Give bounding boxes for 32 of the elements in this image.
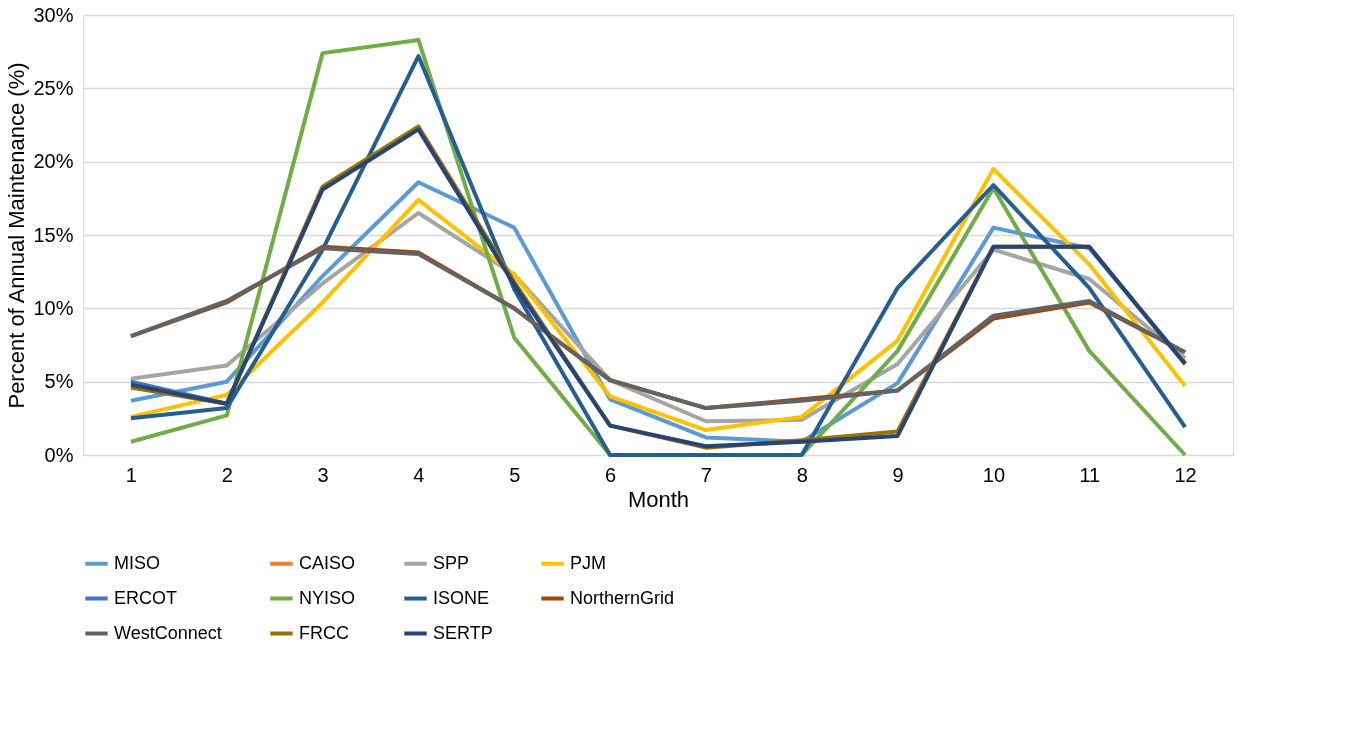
y-tick-label: 20% (33, 150, 74, 173)
x-tick-label: 11 (1079, 463, 1101, 486)
x-tick-label: 12 (1174, 463, 1197, 486)
legend-label: CAISO (299, 552, 356, 573)
x-axis-title: Month (627, 486, 690, 512)
legend-label: FRCC (299, 622, 349, 643)
x-tick-label: 8 (796, 463, 808, 486)
x-tick-label: 9 (892, 463, 904, 486)
legend-label: ISONE (433, 587, 490, 608)
x-tick-label: 10 (982, 463, 1006, 486)
y-tick-label: 15% (33, 223, 74, 246)
y-tick-label: 10% (33, 296, 74, 319)
x-tick-label: 2 (221, 463, 233, 486)
legend-label: PJM (570, 552, 606, 573)
y-tick-label: 5% (44, 370, 74, 393)
legend-label: ERCOT (114, 587, 177, 608)
x-tick-label: 4 (413, 463, 425, 486)
legend-label: SPP (433, 552, 470, 573)
x-tick-label: 6 (605, 463, 617, 486)
legend-label: WestConnect (114, 622, 222, 643)
y-tick-label: 30% (33, 3, 74, 26)
x-tick-label: 1 (125, 463, 137, 486)
y-tick-label: 0% (44, 443, 74, 466)
x-tick-label: 3 (317, 463, 329, 486)
legend-label: NYISO (299, 587, 356, 608)
legend-label: MISO (114, 552, 161, 573)
legend-label: SERTP (433, 622, 493, 643)
x-tick-label: 5 (509, 463, 521, 486)
x-tick-label: 7 (700, 463, 712, 486)
y-tick-label: 25% (33, 76, 74, 99)
legend-label: NorthernGrid (570, 587, 675, 608)
y-axis-title: Percent of Annual Maintenance (%) (4, 62, 30, 409)
